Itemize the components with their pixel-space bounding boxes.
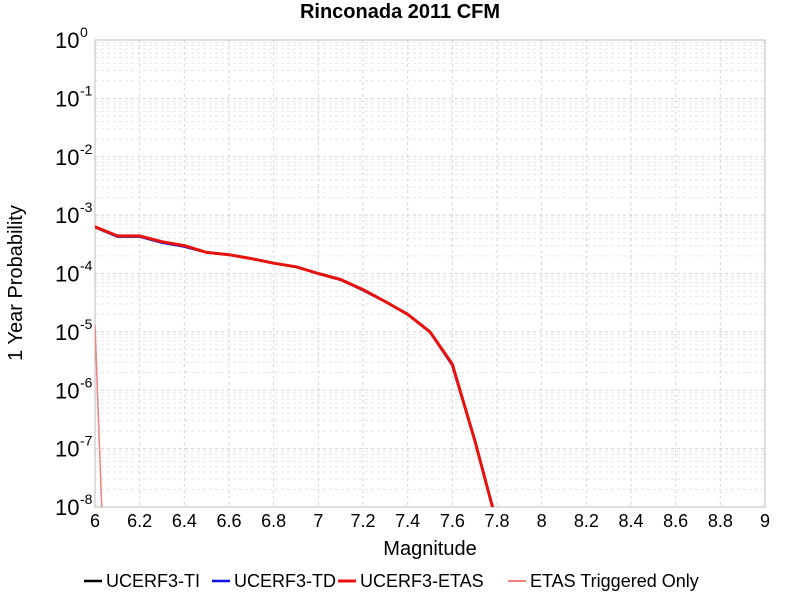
series-line-ucerf3-etas — [95, 225, 494, 507]
y-tick-label: 10 -5 — [55, 316, 93, 345]
y-tick-exponent: -5 — [80, 316, 93, 332]
y-tick-label: 10 -1 — [55, 82, 93, 111]
legend-item: ETAS Triggered Only — [508, 571, 699, 591]
x-tick-label: 7.6 — [440, 511, 465, 531]
y-tick-base: 10 — [55, 145, 79, 170]
legend-item: UCERF3-TD — [212, 571, 336, 591]
series-line-ucerf3-ti — [95, 225, 494, 507]
legend-label: UCERF3-ETAS — [360, 571, 484, 591]
x-tick-label: 8.4 — [618, 511, 643, 531]
legend-item: UCERF3-ETAS — [338, 571, 484, 591]
x-tick-label: 9 — [760, 511, 770, 531]
x-tick-labels: 6 6.2 6.4 6.6 6.8 7 7.2 7.4 7.6 7.8 8 8.2 8.4 8.6 8.8 9 — [90, 511, 770, 531]
x-tick-label: 6.6 — [216, 511, 241, 531]
y-tick-exponent: -6 — [80, 374, 93, 390]
y-tick-base: 10 — [55, 86, 79, 111]
y-tick-exponent: -4 — [80, 258, 93, 274]
x-tick-label: 7.4 — [395, 511, 420, 531]
x-tick-label: 7 — [313, 511, 323, 531]
legend-label: UCERF3-TI — [106, 571, 200, 591]
y-tick-base: 10 — [55, 320, 79, 345]
x-tick-label: 6.8 — [261, 511, 286, 531]
legend-label: ETAS Triggered Only — [530, 571, 699, 591]
x-axis-label: Magnitude — [383, 538, 476, 560]
y-tick-base: 10 — [55, 437, 79, 462]
y-tick-label: 10 -3 — [55, 199, 93, 228]
legend-item: UCERF3-TI — [84, 571, 200, 591]
y-axis-label: 1 Year Probability — [5, 205, 27, 361]
x-tick-label: 7.2 — [350, 511, 375, 531]
y-tick-base: 10 — [55, 262, 79, 287]
y-tick-base: 10 — [55, 203, 79, 228]
y-tick-exponent: 0 — [80, 24, 88, 40]
legend-label: UCERF3-TD — [234, 571, 336, 591]
x-tick-label: 6 — [90, 511, 100, 531]
y-tick-exponent: -8 — [80, 491, 93, 507]
grid — [94, 39, 766, 508]
y-tick-exponent: -3 — [80, 199, 93, 215]
x-tick-label: 8.2 — [574, 511, 599, 531]
y-tick-label: 10 -2 — [55, 141, 93, 170]
y-tick-label: 10 -7 — [55, 433, 93, 462]
chart-title: Rinconada 2011 CFM — [300, 1, 500, 23]
x-tick-label: 6.2 — [127, 511, 152, 531]
series-line-etas-triggered-only — [95, 324, 103, 507]
legend: UCERF3-TI UCERF3-TD UCERF3-ETAS ETAS Trigge… — [84, 571, 699, 591]
y-tick-label: 10 -6 — [55, 374, 93, 403]
y-tick-label: 10 0 — [55, 24, 88, 53]
y-tick-exponent: -2 — [80, 141, 93, 157]
series-line-ucerf3-td — [95, 225, 494, 507]
y-tick-exponent: -1 — [80, 82, 93, 98]
series-layer — [95, 225, 494, 507]
x-tick-label: 7.8 — [484, 511, 509, 531]
y-tick-label: 10 -4 — [55, 258, 93, 287]
x-tick-label: 8.8 — [708, 511, 733, 531]
y-tick-label: 10 -8 — [55, 491, 93, 520]
x-tick-label: 6.4 — [172, 511, 197, 531]
plot-area-border — [94, 39, 766, 508]
y-tick-base: 10 — [55, 495, 79, 520]
y-tick-base: 10 — [55, 378, 79, 403]
y-tick-base: 10 — [55, 28, 79, 53]
x-tick-label: 8 — [537, 511, 547, 531]
x-tick-label: 8.6 — [663, 511, 688, 531]
y-tick-exponent: -7 — [80, 433, 93, 449]
